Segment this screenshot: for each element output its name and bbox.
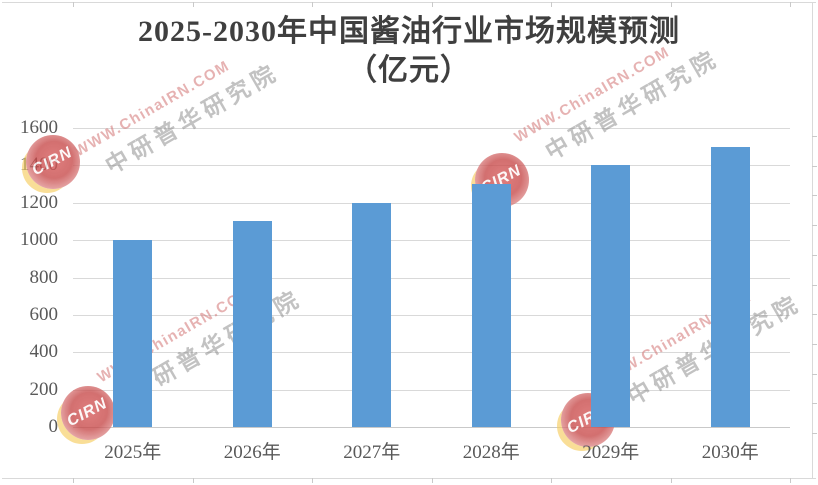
secondary-axis-tick xyxy=(812,284,817,286)
secondary-axis-tick xyxy=(812,136,817,137)
chart-title: 2025-2030年中国酱油行业市场规模预测 （亿元） xyxy=(0,12,818,90)
x-axis-tick-label: 2027年 xyxy=(343,442,401,463)
bar-2030年 xyxy=(710,146,750,427)
gridline xyxy=(73,314,790,316)
category-tick xyxy=(790,478,791,483)
bar-2025年 xyxy=(113,240,153,427)
secondary-axis-tick xyxy=(812,314,817,316)
y-axis-tick-label: 600 xyxy=(29,303,59,325)
x-axis-tick-label: 2028年 xyxy=(462,442,520,463)
category-tick xyxy=(551,2,552,7)
category-tick xyxy=(73,478,74,483)
category-tick xyxy=(670,2,672,7)
gridline xyxy=(73,389,790,391)
x-axis-line xyxy=(73,427,790,428)
category-tick xyxy=(192,2,194,7)
gridline xyxy=(73,128,790,129)
y-axis-tick-label: 1600 xyxy=(20,117,58,138)
secondary-axis-tick xyxy=(812,195,817,197)
secondary-axis-tick xyxy=(812,403,817,405)
gridline xyxy=(73,277,790,279)
chart-title-line1: 2025-2030年中国酱油行业市场规模预测 xyxy=(138,15,680,48)
chart-top-border xyxy=(2,2,816,3)
gridline xyxy=(73,352,790,354)
category-tick xyxy=(551,478,552,483)
category-tick xyxy=(790,2,791,7)
secondary-y-axis-line xyxy=(812,2,813,478)
y-axis-tick-label: 200 xyxy=(29,378,59,400)
bar-2027年 xyxy=(352,202,392,427)
category-tick xyxy=(431,2,433,7)
y-axis-tick-label: 1200 xyxy=(20,191,58,213)
secondary-axis-tick xyxy=(812,225,817,227)
y-axis-tick-label: 400 xyxy=(29,341,59,363)
secondary-axis-tick xyxy=(812,433,817,434)
y-axis-tick-label: 800 xyxy=(29,266,59,288)
category-tick xyxy=(431,478,433,483)
gridline xyxy=(73,165,790,167)
gridline xyxy=(73,202,790,204)
y-axis-tick-label: 0 xyxy=(48,416,59,437)
x-axis-tick-label: 2026年 xyxy=(223,442,281,463)
category-tick xyxy=(312,2,313,7)
category-tick xyxy=(312,478,313,483)
bar-2028年 xyxy=(471,184,511,427)
x-axis-tick-label: 2029年 xyxy=(582,442,640,463)
category-tick xyxy=(670,478,672,483)
bar-2026年 xyxy=(232,221,272,427)
chart-title-unit-line: （亿元） xyxy=(347,54,471,87)
gridline xyxy=(73,240,790,242)
secondary-axis-tick xyxy=(812,343,817,345)
chart-bottom-border xyxy=(2,478,816,479)
secondary-axis-tick xyxy=(812,373,817,375)
secondary-axis-tick xyxy=(812,254,817,256)
y-axis-tick-label: 1000 xyxy=(20,229,58,251)
x-axis-tick-label: 2025年 xyxy=(104,442,162,463)
cirn-logo-icon: CIRN xyxy=(61,386,115,440)
category-tick xyxy=(192,478,194,483)
cirn-logo-icon: CIRN xyxy=(26,135,80,189)
category-tick xyxy=(73,2,74,7)
x-axis-tick-label: 2030年 xyxy=(701,442,759,463)
secondary-axis-tick xyxy=(812,165,817,167)
bar-2029年 xyxy=(591,165,631,427)
